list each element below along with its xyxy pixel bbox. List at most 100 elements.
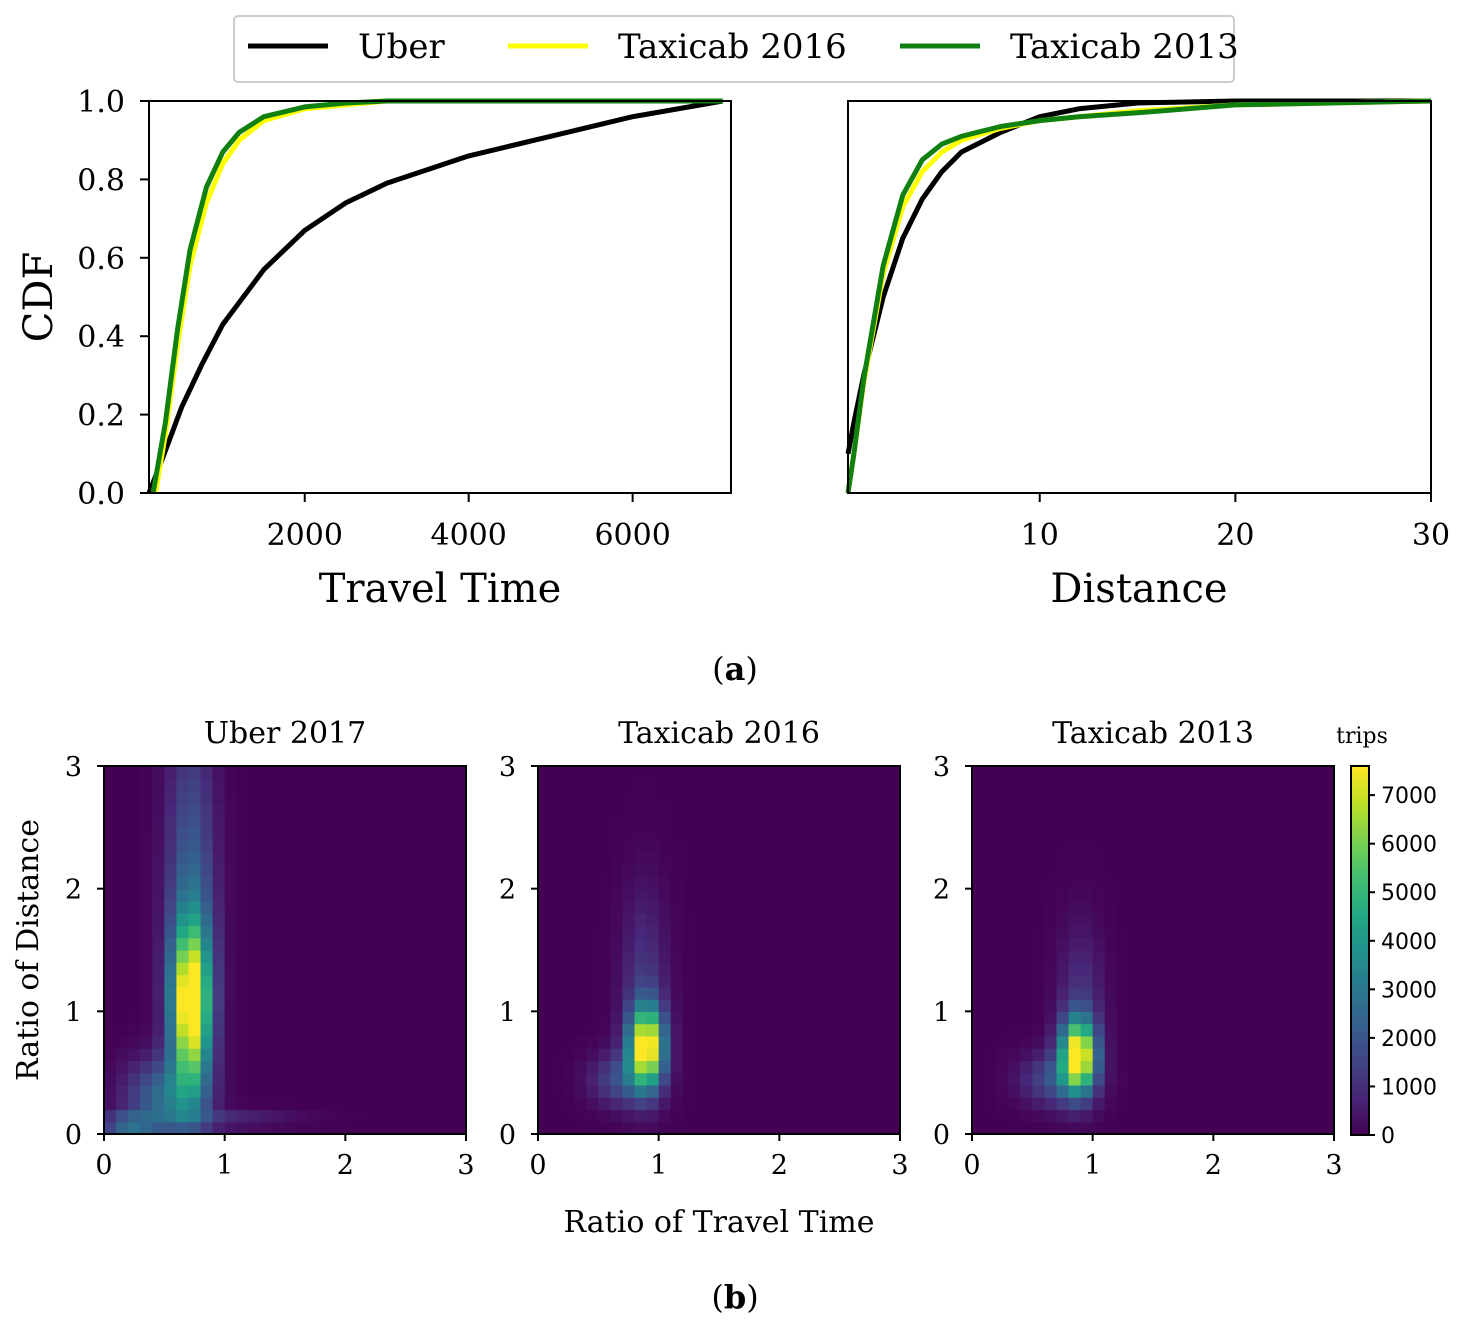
heatmap-cell: [767, 778, 780, 792]
heatmap-cell: [140, 1060, 153, 1074]
heatmap-cell: [1104, 827, 1118, 841]
heatmap-cell: [393, 986, 407, 1000]
heatmap-cell: [1008, 839, 1021, 853]
heatmap-cell: [1080, 1109, 1094, 1123]
heatmap-cell: [453, 876, 467, 890]
heatmap-cell: [345, 888, 358, 902]
heatmap-cell: [972, 876, 985, 890]
heatmap-cell: [200, 851, 214, 865]
heatmap-cell: [200, 974, 214, 988]
heatmap-cell: [1273, 876, 1287, 890]
colorbar-segment: [1351, 1076, 1369, 1081]
heatmap-cell: [1321, 802, 1335, 816]
heatmap-cell: [815, 1023, 829, 1037]
heatmap-cell: [731, 925, 744, 939]
heatmap-cell: [731, 1097, 744, 1111]
cdf-travel-time-frame: [148, 100, 732, 494]
heatmap-cell: [104, 1084, 117, 1098]
heatmap-cell: [1032, 1023, 1045, 1037]
heatmap-cell: [1068, 864, 1082, 877]
heatmap-cell: [1297, 1048, 1311, 1061]
heatmap-cell: [333, 1048, 346, 1061]
heatmap-cell: [140, 827, 153, 841]
heatmap-cell: [538, 851, 551, 865]
heatmap-cell: [1104, 802, 1118, 816]
heatmap-cell: [779, 999, 792, 1012]
heatmap-cell: [562, 937, 575, 951]
heatmap-cell: [321, 766, 334, 779]
colorbar-segment: [1351, 978, 1369, 982]
colorbar-segment: [1351, 987, 1369, 992]
heatmap-cell: [441, 986, 455, 1000]
heatmap-cell: [224, 1121, 238, 1135]
heatmap-cell: [694, 950, 708, 963]
heatmap-cell: [610, 778, 624, 792]
heatmap-cell: [851, 1097, 865, 1111]
heatmap-cell: [248, 1023, 262, 1037]
heatmap-cell: [815, 1097, 829, 1111]
heatmap-cell: [743, 778, 756, 792]
heatmap-cell: [1177, 1084, 1190, 1098]
heatmap-cell: [755, 1060, 768, 1074]
heatmap-cell: [381, 802, 395, 816]
heatmap-cell: [104, 1048, 117, 1061]
heatmap-cell: [1177, 1097, 1190, 1111]
heatmap-cell: [1056, 888, 1070, 902]
heatmap-cell: [140, 999, 153, 1012]
colorbar-segment: [1351, 852, 1369, 856]
heatmap-cell: [188, 778, 202, 792]
heatmap-cell: [1153, 778, 1166, 792]
heatmap-cell: [140, 888, 153, 902]
heatmap-cell: [875, 1023, 889, 1037]
heatmap-cell: [417, 1023, 431, 1037]
heatmap-cell: [200, 1060, 214, 1074]
heatmap-cell: [381, 974, 395, 988]
heatmap-cell: [260, 888, 274, 902]
heatmap-cell: [1225, 1023, 1239, 1037]
heatmap-cell: [1140, 925, 1154, 939]
heatmap-cell: [779, 1023, 792, 1037]
heatmap-cell: [1020, 962, 1033, 976]
heatmap-cell: [803, 778, 817, 792]
heatmap-cell: [212, 900, 226, 914]
heatmap-cell: [116, 1011, 129, 1025]
heatmap-cell: [610, 950, 624, 963]
heatmap-cell: [887, 766, 901, 779]
heatmap-cell: [755, 876, 768, 890]
heatmap-cell: [1309, 888, 1323, 902]
heatmap-cell: [200, 802, 214, 816]
heatmap-cell: [1056, 827, 1070, 841]
heatmap-cell: [682, 1097, 696, 1111]
heatmap-cell: [453, 1011, 467, 1025]
heatmap-cell: [1165, 876, 1178, 890]
heatmap-cell: [670, 815, 684, 828]
heatmap-cell: [1032, 999, 1045, 1012]
heatmap-cell: [1153, 974, 1166, 988]
heatmap-cell: [441, 937, 455, 951]
heatmap-cell: [297, 790, 310, 804]
heatmap-cell: [1092, 888, 1106, 902]
heatmap-cell: [333, 888, 346, 902]
heatmap-cell: [839, 790, 853, 804]
heatmap-cell: [1249, 851, 1263, 865]
heatmap-cell: [1092, 999, 1106, 1012]
heatmap-uber-2017-title: Uber 2017: [204, 716, 366, 751]
heatmap-cell: [1297, 1035, 1311, 1049]
heatmap-cell: [297, 864, 310, 877]
heatmap-cell: [538, 815, 551, 828]
heatmap-cell: [598, 888, 611, 902]
heatmap-cell: [1189, 900, 1202, 914]
heatmap-cell: [779, 888, 792, 902]
heatmap-cell: [610, 1023, 624, 1037]
heatmap-cell: [1309, 876, 1323, 890]
heatmap-cell: [610, 974, 624, 988]
heatmap-cell: [815, 827, 829, 841]
heatmap-cell: [815, 937, 829, 951]
heatmap-cell: [236, 1035, 250, 1049]
heatmap-cell: [851, 802, 865, 816]
heatmap-cell: [1261, 1084, 1275, 1098]
heatmap-cell: [236, 827, 250, 841]
heatmap-cell: [743, 815, 756, 828]
heatmap-cell: [140, 1109, 153, 1123]
